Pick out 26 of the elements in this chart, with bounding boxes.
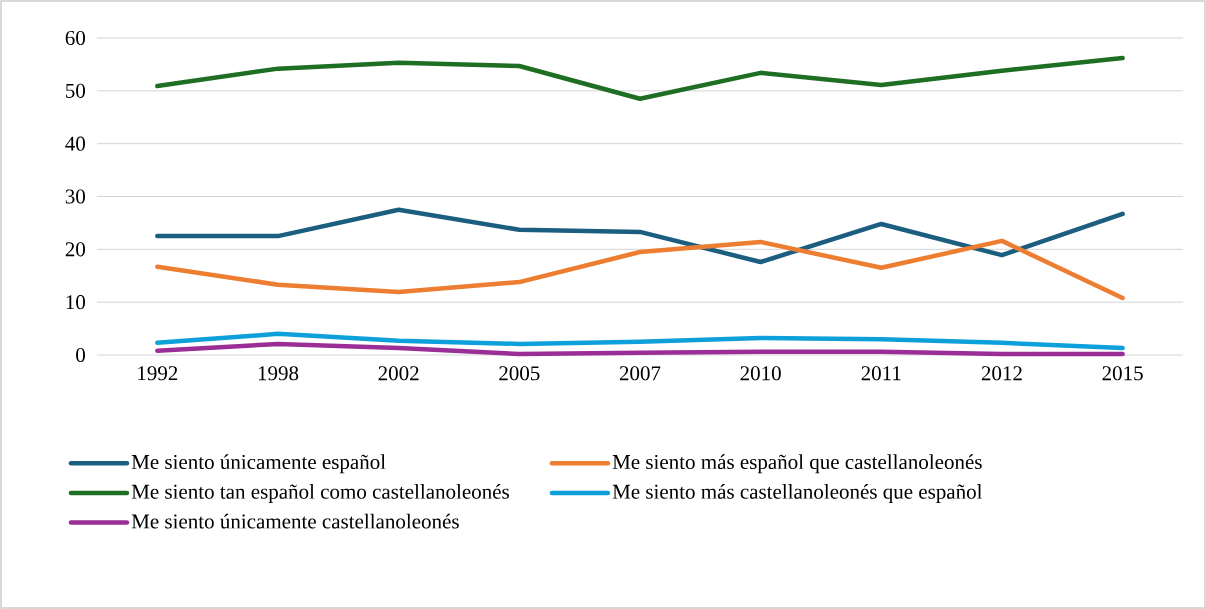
line-series xyxy=(155,341,1125,357)
y-tick-label: 30 xyxy=(65,189,86,204)
y-tick-label: 20 xyxy=(65,242,86,257)
x-tick-label: 2005 xyxy=(499,366,540,381)
legend-label: Me siento únicamente castellanoleonés xyxy=(131,513,459,529)
line-series xyxy=(155,331,1125,351)
y-tick-label: 50 xyxy=(66,83,86,98)
line-series xyxy=(155,207,1125,265)
x-tick-label: 2002 xyxy=(378,366,419,381)
x-tick-label: 1998 xyxy=(258,366,299,381)
x-tick-label: 2010 xyxy=(740,366,781,381)
x-tick-label: 2011 xyxy=(861,366,901,381)
x-tick-label: 2015 xyxy=(1102,366,1143,381)
legend-label: Me siento más español que castellanoleonés xyxy=(612,454,982,474)
y-tick-label: 0 xyxy=(76,347,86,363)
line-series xyxy=(155,238,1125,301)
x-tick-label: 2012 xyxy=(981,366,1022,381)
x-tick-label: 2007 xyxy=(619,366,661,381)
y-tick-label: 40 xyxy=(65,136,86,151)
x-tick-label: 1992 xyxy=(138,366,178,381)
y-tick-label: 60 xyxy=(65,30,86,46)
y-tick-label: 10 xyxy=(66,295,86,310)
legend-label: Me siento únicamente español xyxy=(131,454,386,474)
line-series xyxy=(155,55,1125,101)
legend-label: Me siento más castellanoleonés que español xyxy=(612,484,983,504)
legend-label: Me siento tan español como castellanoleonés xyxy=(131,484,509,504)
